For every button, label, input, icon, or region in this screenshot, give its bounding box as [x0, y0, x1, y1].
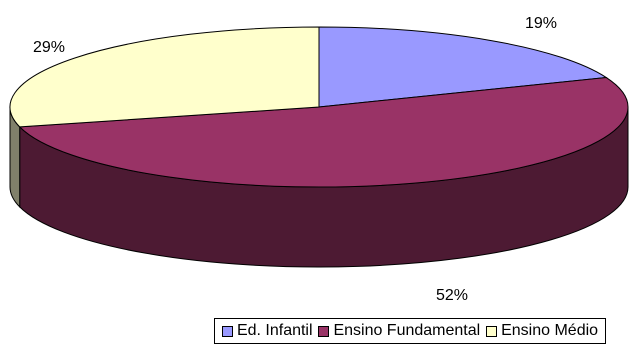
legend-label-ensino-medio: Ensino Médio: [501, 322, 599, 339]
pie-chart: 19% 52% 29%: [9, 15, 629, 304]
data-label-ensino-medio: 29%: [33, 39, 65, 56]
pie-slice-ensino-medio: [9, 26, 320, 128]
legend-label-ensino-fundamental: Ensino Fundamental: [333, 322, 481, 339]
legend-swatch-ensino-medio: [486, 325, 498, 337]
pie-slice-ensino-fundamental: [18, 77, 629, 188]
legend-item-ensino-medio: Ensino Médio: [486, 322, 598, 340]
legend-item-ensino-fundamental: Ensino Fundamental: [318, 322, 480, 340]
legend-swatch-ensino-fundamental: [318, 325, 330, 337]
legend: Ed. Infantil Ensino Fundamental Ensino M…: [214, 318, 606, 344]
pie-slice-ed-infantil: [318, 26, 608, 108]
legend-swatch-ed-infantil: [221, 325, 233, 337]
legend-item-ed-infantil: Ed. Infantil: [221, 322, 313, 340]
data-label-ensino-fundamental: 52%: [436, 287, 468, 304]
data-label-ed-infantil: 19%: [525, 15, 557, 32]
pie-tops: [9, 26, 629, 188]
legend-label-ed-infantil: Ed. Infantil: [236, 322, 313, 339]
